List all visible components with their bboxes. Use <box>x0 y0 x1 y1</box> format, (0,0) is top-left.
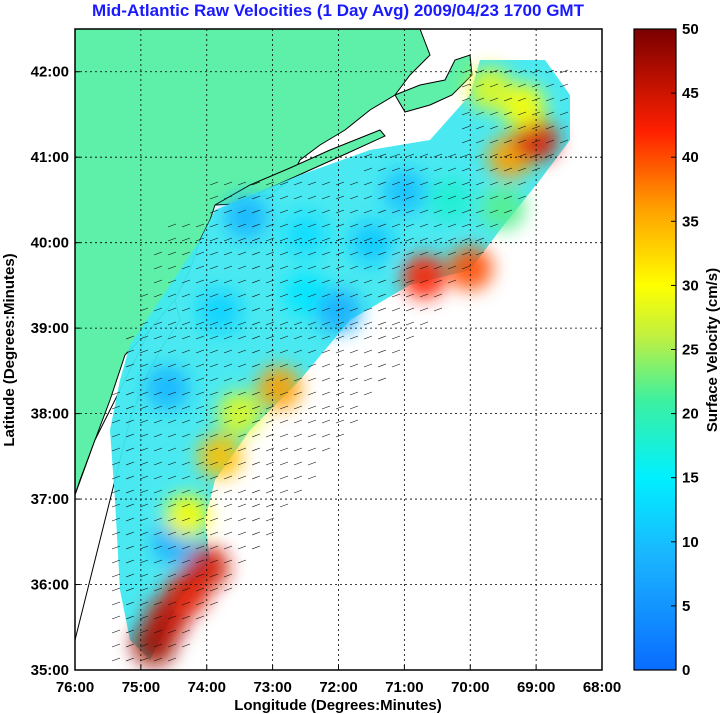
colorbar-tick-label: 25 <box>682 342 699 359</box>
y-tick-label: 38:00 <box>31 406 69 423</box>
velocity-cell <box>468 66 513 111</box>
y-tick-label: 40:00 <box>31 235 69 252</box>
x-axis-label: Longitude (Degrees:Minutes) <box>234 697 442 714</box>
x-tick-label: 74:00 <box>188 679 226 696</box>
y-tick-label: 41:00 <box>31 149 69 166</box>
y-axis-ticks: 35:00 36:00 37:00 38:00 39:00 40:00 41:00 42:00 <box>31 64 80 679</box>
colorbar-tick-label: 35 <box>682 213 699 230</box>
colorbar-tick-label: 30 <box>682 277 699 294</box>
colorbar-tick-label: 5 <box>682 598 690 615</box>
y-axis-label: Latitude (Degrees:Minutes) <box>1 253 18 446</box>
x-tick-label: 70:00 <box>451 679 489 696</box>
x-tick-label: 71:00 <box>385 679 423 696</box>
velocity-cell <box>197 289 242 334</box>
colorbar-tick-label: 20 <box>682 406 699 423</box>
colorbar-tick-label: 0 <box>682 662 690 679</box>
velocity-cell <box>224 195 269 240</box>
velocity-cell <box>402 254 447 299</box>
y-tick-label: 35:00 <box>31 662 69 679</box>
velocity-cell <box>283 212 328 257</box>
velocity-cell <box>448 246 493 291</box>
colorbar-ticks: 0 5 10 15 20 25 30 35 40 45 50 <box>671 21 699 679</box>
x-tick-label: 72:00 <box>319 679 357 696</box>
cape-cod <box>394 54 473 113</box>
velocity-arrows <box>111 69 569 662</box>
x-tick-label: 75:00 <box>122 679 160 696</box>
colorbar-tick-label: 10 <box>682 534 699 551</box>
y-tick-label: 37:00 <box>31 491 69 508</box>
velocity-cell <box>481 186 526 231</box>
velocity-cell <box>217 391 262 436</box>
y-tick-label: 39:00 <box>31 320 69 337</box>
velocity-cell <box>500 83 545 128</box>
colorbar-tick-label: 15 <box>682 470 699 487</box>
x-tick-label: 73:00 <box>253 679 291 696</box>
colorbar-tick-label: 50 <box>682 21 699 38</box>
colorbar-tick-label: 40 <box>682 149 699 166</box>
colorbar-tick-label: 45 <box>682 85 699 102</box>
velocity-cell <box>164 494 209 539</box>
velocity-cell <box>145 365 190 410</box>
x-tick-label: 69:00 <box>517 679 555 696</box>
velocity-field <box>110 60 570 667</box>
velocity-cell <box>316 289 361 334</box>
y-tick-label: 42:00 <box>31 64 69 81</box>
velocity-cell <box>197 434 242 479</box>
x-tick-label: 68:00 <box>583 679 621 696</box>
velocity-cell <box>382 169 427 214</box>
y-tick-label: 36:00 <box>31 577 69 594</box>
chart-title: Mid-Atlantic Raw Velocities (1 Day Avg) … <box>92 1 585 20</box>
colorbar-label: Surface Velocity (cm/s) <box>704 268 721 432</box>
grid-lines <box>75 29 602 670</box>
velocity-cell <box>184 545 229 590</box>
velocity-cell <box>257 365 302 410</box>
colorbar <box>633 28 677 671</box>
x-tick-label: 76:00 <box>56 679 94 696</box>
x-axis-ticks: 76:00 75:00 74:00 73:00 72:00 71:00 70:00 69:00… <box>56 665 621 696</box>
